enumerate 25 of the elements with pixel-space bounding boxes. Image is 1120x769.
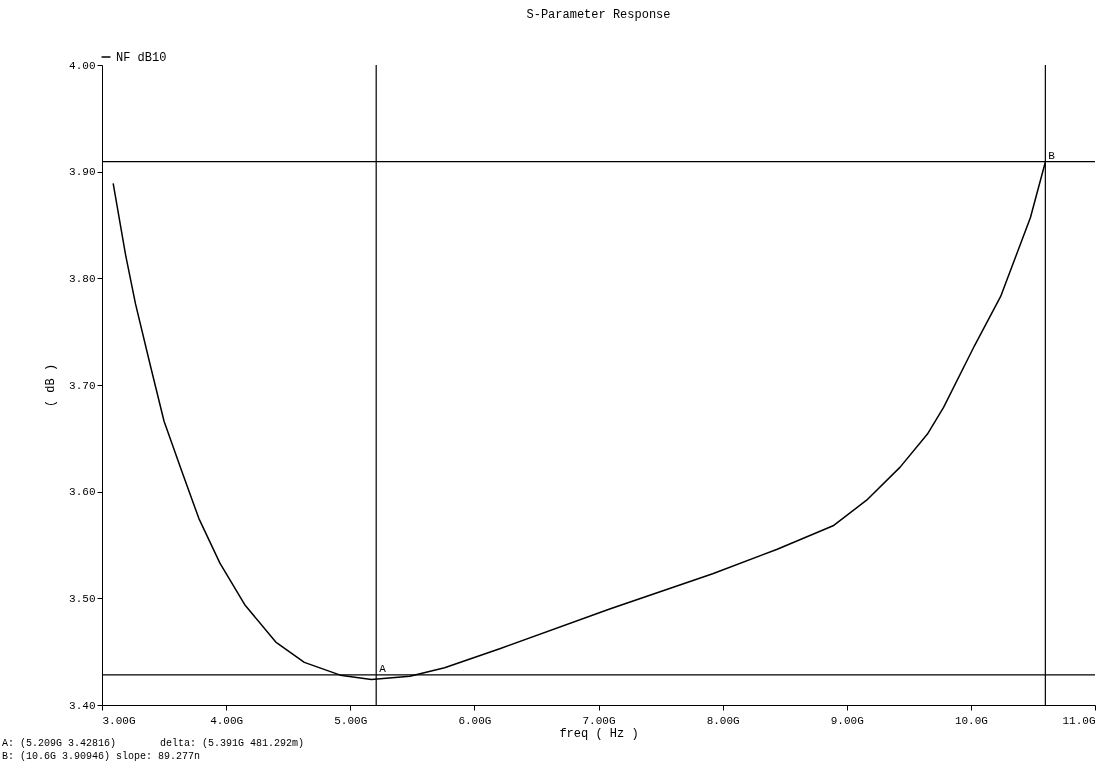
y-tick-label: 4.00 bbox=[69, 59, 96, 72]
x-tick-label: 9.00G bbox=[830, 714, 864, 727]
y-tick-label: 3.60 bbox=[69, 486, 96, 499]
y-axis-title: ( dB ) bbox=[44, 363, 59, 408]
y-tick-label: 3.90 bbox=[69, 166, 96, 179]
text: delta: (5.391G 481.292m) bbox=[160, 738, 305, 749]
x-tick-label: 6.00G bbox=[458, 714, 492, 727]
y-tick-label: 3.50 bbox=[69, 592, 96, 605]
x-tick-label: 8.00G bbox=[706, 714, 740, 727]
x-tick-label: 11.0G bbox=[1062, 714, 1096, 727]
x-tick-label: 7.00G bbox=[582, 714, 616, 727]
chart-title: S-Parameter Response bbox=[526, 8, 671, 22]
x-tick-label: 5.00G bbox=[334, 714, 368, 727]
y-tick-label: 3.40 bbox=[69, 699, 96, 712]
annotation: A bbox=[379, 662, 387, 675]
y-tick-label: 3.70 bbox=[69, 379, 96, 392]
x-axis-title: freq ( Hz ) bbox=[559, 726, 639, 741]
x-tick-label: 3.00G bbox=[102, 714, 136, 727]
x-tick-label: 10.0G bbox=[954, 714, 988, 727]
text: A: (5.209G 3.42816) bbox=[2, 738, 117, 749]
annotation: B bbox=[1048, 149, 1056, 162]
y-tick-label: 3.80 bbox=[69, 272, 96, 285]
text: B: (10.6G 3.90946) slope: 89.277n bbox=[2, 751, 201, 762]
x-tick-label: 4.00G bbox=[210, 714, 244, 727]
text: NF dB10 bbox=[116, 51, 167, 65]
